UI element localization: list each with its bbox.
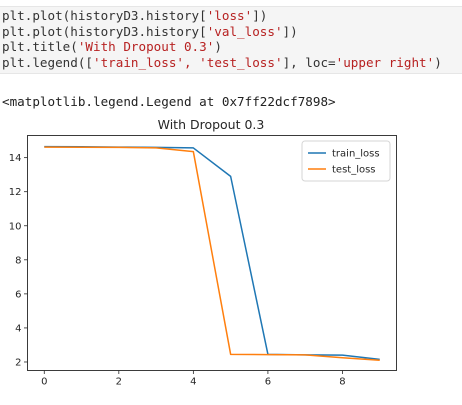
cell-output-text: <matplotlib.legend.Legend at 0x7ff22dcf7… — [2, 94, 336, 109]
x-tick-label: 4 — [190, 377, 196, 388]
x-tick-label: 6 — [265, 377, 271, 388]
legend-frame — [301, 140, 391, 182]
y-tick-label: 8 — [15, 255, 21, 266]
code-line-4: plt.legend(['train_loss', 'test_loss'], … — [2, 54, 442, 70]
y-tick-label: 4 — [15, 323, 21, 334]
y-tick-label: 14 — [9, 153, 22, 164]
code-line-1: plt.plot(historyD3.history['loss']) — [2, 8, 268, 23]
x-tick-label: 2 — [116, 377, 122, 388]
series-lines — [44, 145, 380, 362]
legend-label-test-loss: test_loss — [332, 165, 376, 176]
y-tick-label: 6 — [15, 289, 21, 300]
legend-label-train-loss: train_loss — [332, 149, 380, 160]
code-editor[interactable]: plt.plot(historyD3.history['loss']) plt.… — [2, 8, 442, 70]
code-cell[interactable]: plt.plot(historyD3.history['loss']) plt.… — [0, 6, 462, 74]
y-tick-label: 2 — [15, 357, 21, 368]
series-line-test-loss — [44, 146, 380, 362]
y-axis: 2 4 6 8 10 12 14 — [9, 153, 28, 368]
chart-title: With Dropout 0.3 — [158, 117, 265, 132]
x-tick-label: 8 — [339, 377, 345, 388]
legend: train_loss test_loss — [301, 140, 391, 182]
loss-chart: With Dropout 0.3 0 2 4 6 8 2 4 6 8 10 12 14 train_… — [9, 117, 397, 388]
code-line-2: plt.plot(historyD3.history['val_loss']) — [2, 23, 298, 39]
y-tick-label: 10 — [9, 221, 22, 232]
code-line-3: plt.title('With Dropout 0.3') — [2, 39, 222, 54]
y-tick-label: 12 — [9, 187, 22, 198]
plot-frame — [27, 135, 397, 371]
x-axis: 0 2 4 6 8 — [41, 370, 346, 388]
x-tick-label: 0 — [41, 377, 47, 388]
